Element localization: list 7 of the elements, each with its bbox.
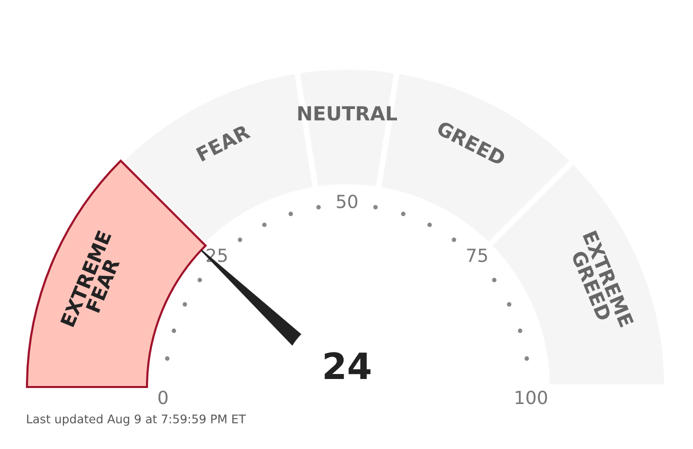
text: Last updated Aug 9 at 7:59:59 PM ET	[27, 414, 246, 426]
text: 100	[516, 390, 548, 404]
text: 50	[336, 194, 358, 208]
slice-label: NEUTRAL	[298, 106, 397, 121]
text: 24	[324, 352, 370, 379]
text: 75	[467, 248, 488, 262]
text: 0	[158, 390, 168, 404]
